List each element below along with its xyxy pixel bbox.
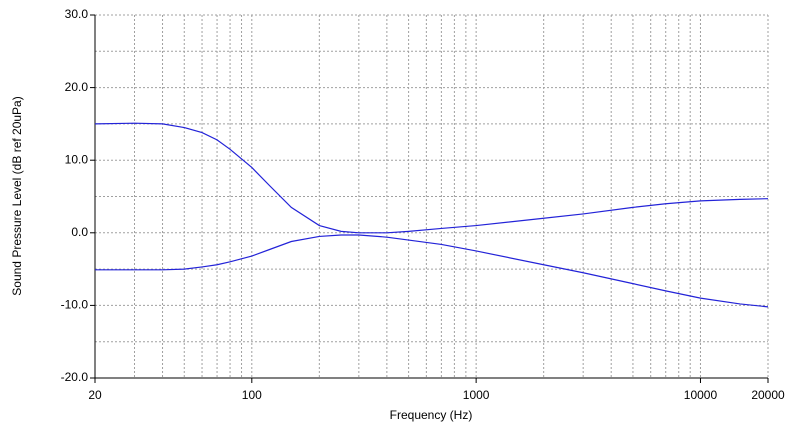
x-tick-label: 1000 [463, 388, 490, 402]
y-axis-label: Sound Pressure Level (dB ref 20uPa) [10, 96, 24, 295]
y-tick-label: 30.0 [65, 7, 89, 21]
series-line [94, 122, 769, 234]
y-tick-label: -20.0 [61, 370, 89, 384]
y-tick-label: 20.0 [65, 80, 89, 94]
series-line [95, 234, 769, 308]
y-tick-label: 0.0 [71, 225, 88, 239]
x-tick-label: 10000 [684, 388, 718, 402]
x-tick-label: 20 [88, 388, 102, 402]
x-tick-label: 20000 [751, 388, 785, 402]
x-axis-label: Frequency (Hz) [390, 408, 473, 422]
x-tick-label: 100 [242, 388, 262, 402]
y-tick-label: -10.0 [61, 298, 89, 312]
y-tick-label: 10.0 [65, 152, 89, 166]
